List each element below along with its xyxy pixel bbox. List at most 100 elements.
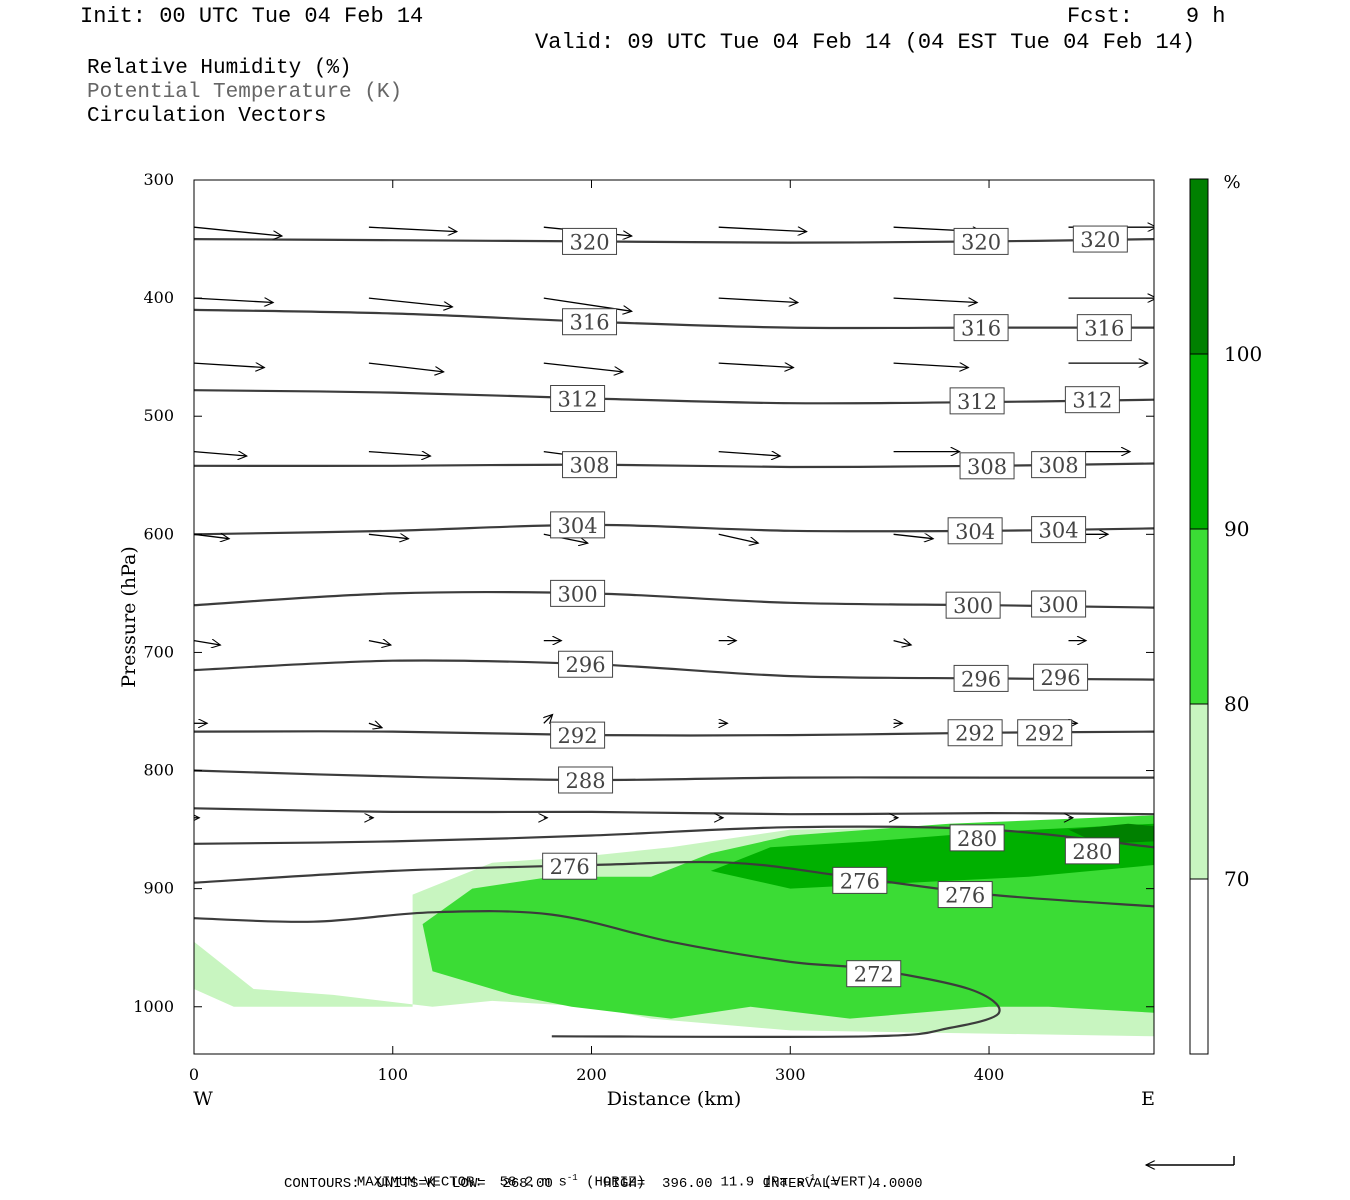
theta-label-box-316-1 (953, 314, 1009, 342)
y-tick-label-1000: 1000 (133, 997, 174, 1016)
theta-label-308-1: 308 (967, 455, 1007, 479)
colorbar-swatch-4 (1190, 179, 1208, 354)
contour-label-layer: 320 320 320 316 316 316 312 312 312 308 308 308 304 3… (542, 225, 1132, 988)
y-axis-title: Pressure (hPa) (118, 546, 140, 688)
theta-contour-304 (194, 523, 1154, 536)
theta-label-316-2: 316 (1084, 317, 1124, 341)
circulation-vector (893, 363, 969, 367)
circulation-vector (194, 534, 229, 538)
circulation-vector (543, 362, 623, 372)
theta-label-box-292-2 (1017, 719, 1073, 747)
theta-contour-320 (194, 238, 1154, 244)
colorbar-swatch-0 (1190, 879, 1208, 1054)
theta-label-box-316-0 (562, 308, 618, 336)
theta-label-296-2: 296 (1041, 666, 1081, 690)
theta-label-320-1: 320 (961, 230, 1001, 254)
theta-label-box-280-1 (1064, 837, 1120, 865)
circulation-vector (718, 298, 798, 302)
colorbar-frame (1189, 178, 1209, 1055)
x-tick-label-100: 100 (377, 1065, 408, 1084)
circulation-vector (368, 226, 457, 231)
theta-contour-296 (194, 659, 1154, 681)
y-tick-label-700: 700 (143, 642, 174, 661)
circulation-vector (194, 641, 220, 645)
theta-label-312-0: 312 (558, 388, 598, 412)
legend-rh: Relative Humidity (%) (87, 57, 352, 80)
circulation-vector (194, 452, 247, 456)
colorbar-unit: % (1223, 172, 1240, 193)
theta-label-box-312-2 (1064, 386, 1120, 414)
legend-theta: Potential Temperature (K) (87, 81, 403, 104)
theta-label-box-288-0 (558, 766, 614, 794)
circulation-vector (893, 297, 978, 302)
y-tick-label-500: 500 (143, 406, 174, 425)
y-tick-label-800: 800 (143, 761, 174, 780)
x-left-end-label: W (193, 1088, 213, 1110)
theta-label-box-300-0 (550, 579, 606, 607)
theta-label-280-0: 280 (957, 827, 997, 851)
circulation-vector (368, 452, 431, 456)
valid-time: Valid: 09 UTC Tue 04 Feb 14 (04 EST Tue … (535, 30, 1196, 55)
x-tick-label-200: 200 (576, 1065, 607, 1084)
reference-vector (1146, 1156, 1235, 1165)
theta-label-box-304-0 (550, 511, 606, 539)
circulation-vector (718, 533, 759, 543)
colorbar-swatch-3 (1190, 354, 1208, 529)
theta-label-box-312-0 (550, 385, 606, 412)
theta-label-box-280-0 (949, 824, 1005, 852)
theta-label-box-276-0 (542, 852, 598, 880)
theta-label-292-2: 292 (1025, 722, 1065, 746)
vector-layer (194, 226, 1154, 818)
forecast-hour: Fcst: 9 h (1067, 4, 1226, 29)
plot-frame (193, 179, 1155, 1055)
colorbar-label-80: 80 (1224, 692, 1249, 716)
theta-label-300-0: 300 (558, 582, 598, 606)
y-tick-label-300: 300 (143, 170, 174, 189)
theta-label-316-1: 316 (961, 317, 1001, 341)
theta-label-276-1: 276 (840, 869, 880, 893)
init-time: Init: 00 UTC Tue 04 Feb 14 (80, 4, 424, 29)
theta-label-box-300-2 (1031, 590, 1087, 618)
theta-label-316-0: 316 (569, 311, 609, 335)
max-vector-line: MAXIMUM VECTOR: 58.2 m s-1 (HORIZ) 11.9 … (340, 1157, 874, 1191)
theta-label-box-292-1 (947, 719, 1003, 747)
max-vector-vert: 11.9 dPa s (720, 1174, 805, 1191)
theta-label-box-308-2 (1031, 451, 1087, 479)
theta-label-box-320-2 (1072, 225, 1128, 253)
circulation-vector (718, 452, 781, 456)
max-vector-label: MAXIMUM VECTOR: (356, 1174, 483, 1191)
y-tick-label-400: 400 (143, 288, 174, 307)
rh-fill-layer (194, 815, 1154, 1037)
theta-contour-300 (194, 590, 1154, 609)
circulation-vector (194, 363, 264, 367)
theta-label-292-0: 292 (558, 724, 598, 748)
theta-label-box-312-1 (949, 387, 1005, 415)
theta-contour-292 (194, 730, 1154, 737)
colorbar-swatch-2 (1190, 529, 1208, 704)
theta-contour-288 (194, 769, 1154, 782)
circulation-vector (543, 297, 632, 311)
theta-label-312-2: 312 (1072, 389, 1112, 413)
theta-label-box-308-0 (562, 451, 618, 479)
circulation-vector (893, 534, 934, 538)
theta-label-box-292-0 (550, 721, 606, 749)
legend-vectors: Circulation Vectors (87, 105, 327, 128)
superscript-horiz: -1 (566, 1173, 578, 1183)
theta-label-276-0: 276 (550, 855, 590, 879)
theta-label-box-320-0 (562, 227, 618, 255)
theta-label-312-1: 312 (957, 390, 997, 414)
theta-label-box-320-1 (953, 227, 1009, 255)
horiz-tag: (HORIZ) (586, 1174, 645, 1191)
circulation-vector (368, 641, 391, 645)
max-vector-horiz: 58.2 m s (499, 1174, 567, 1191)
theta-label-304-0: 304 (558, 514, 598, 538)
theta-label-304-1: 304 (955, 520, 995, 544)
theta-label-272-0: 272 (854, 963, 894, 987)
theta-label-box-300-1 (945, 591, 1001, 619)
theta-contour-312 (194, 389, 1154, 405)
theta-label-box-304-1 (947, 517, 1003, 545)
theta-label-296-1: 296 (961, 667, 1001, 691)
theta-label-320-0: 320 (569, 230, 609, 254)
theta-label-box-276-1 (832, 866, 888, 894)
